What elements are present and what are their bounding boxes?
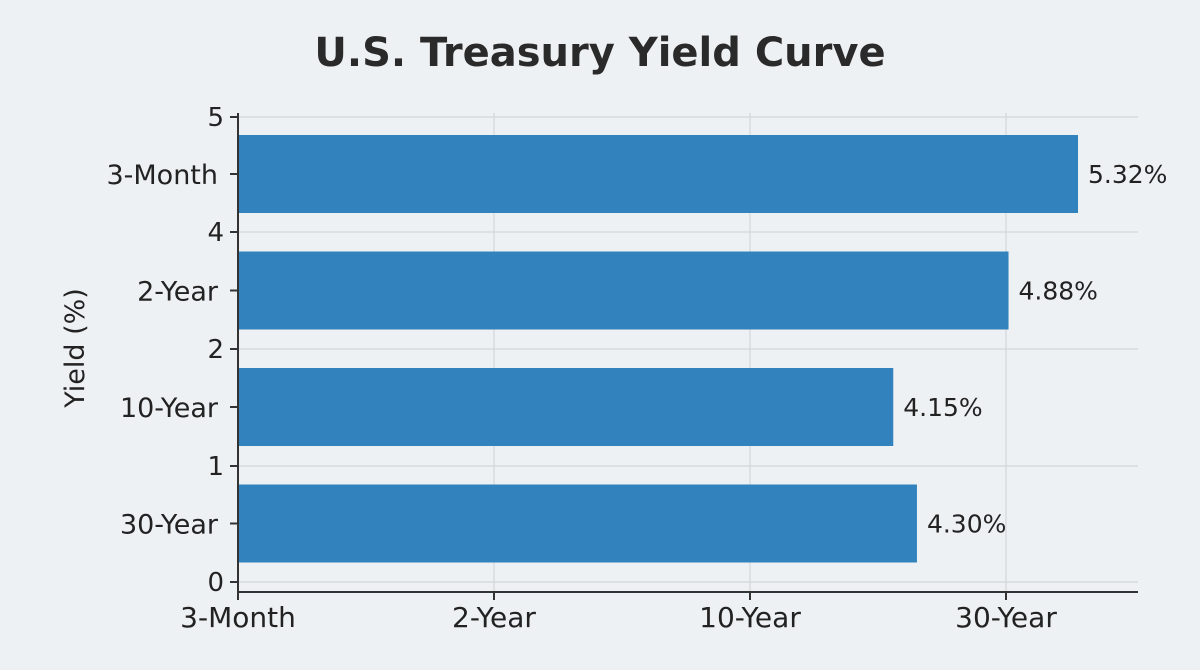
category-label: 3-Month (106, 160, 218, 191)
y-axis-title: Yield (%) (60, 288, 91, 409)
data-label: 5.32% (1088, 160, 1167, 189)
category-label: 30-Year (120, 510, 219, 541)
chart-title: U.S. Treasury Yield Curve (314, 30, 886, 76)
data-label: 4.30% (927, 510, 1006, 539)
category-label: 2-Year (137, 277, 219, 308)
y-tick-label: 1 (207, 452, 224, 482)
data-label: 4.15% (903, 393, 982, 422)
bar-3-month (238, 135, 1078, 213)
y-tick-label: 2 (207, 335, 224, 365)
category-label: 10-Year (120, 393, 219, 424)
bar-30-year (238, 484, 917, 563)
y-tick-label: 4 (207, 218, 224, 248)
x-tick-label: 2-Year (452, 601, 536, 634)
x-tick-label: 30-Year (955, 601, 1057, 634)
x-tick-label: 10-Year (699, 601, 801, 634)
bar-10-year (238, 368, 894, 446)
x-tick-label: 3-Month (180, 601, 296, 634)
y-tick-label: 5 (207, 103, 224, 133)
data-label: 4.88% (1019, 277, 1098, 306)
y-tick-label: 0 (207, 568, 224, 598)
bar-2-year (238, 251, 1009, 330)
